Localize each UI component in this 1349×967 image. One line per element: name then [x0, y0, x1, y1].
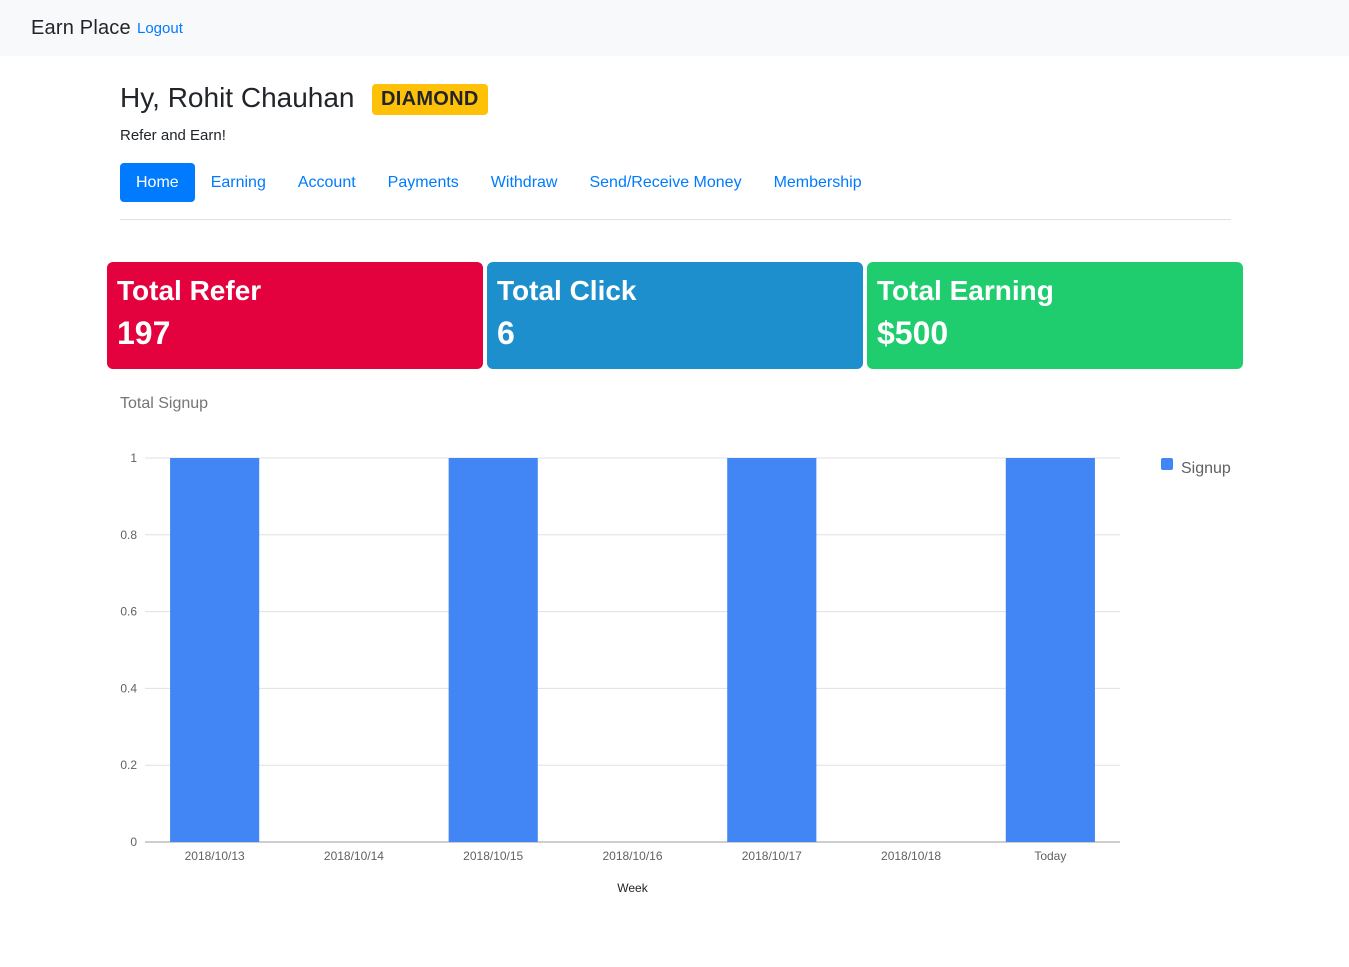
x-tick-label: 2018/10/18 — [881, 849, 941, 863]
tab-withdraw[interactable]: Withdraw — [490, 174, 558, 191]
card-label: Total Click — [497, 275, 637, 306]
bar — [727, 458, 817, 842]
membership-badge: DIAMOND — [372, 84, 488, 115]
x-tick-label: 2018/10/16 — [602, 849, 662, 863]
total-refer-card: Total Refer 197 — [107, 262, 483, 369]
x-tick-label: 2018/10/15 — [463, 849, 523, 863]
bar — [448, 458, 538, 842]
tab-earning[interactable]: Earning — [210, 174, 266, 191]
card-value: 197 — [117, 315, 171, 351]
chart-title: Total Signup — [120, 395, 209, 412]
y-tick-label: 0.4 — [120, 681, 137, 695]
legend-swatch — [1161, 458, 1173, 470]
brand-logo-text[interactable]: Earn Place — [31, 17, 131, 39]
tab-payments[interactable]: Payments — [387, 174, 459, 191]
card-value: $500 — [877, 315, 949, 351]
page-subtitle: Refer and Earn! — [120, 127, 226, 144]
bar — [170, 458, 260, 842]
x-tick-label: Today — [1034, 849, 1066, 863]
y-tick-label: 1 — [130, 451, 137, 465]
x-tick-label: 2018/10/17 — [742, 849, 802, 863]
legend-label: Signup — [1181, 460, 1231, 477]
main-nav-tabs: Home Earning Account Payments Withdraw S… — [120, 163, 878, 202]
y-tick-label: 0.6 — [120, 605, 137, 619]
tab-account[interactable]: Account — [297, 174, 356, 191]
x-tick-label: 2018/10/14 — [324, 849, 384, 863]
card-value: 6 — [497, 315, 515, 351]
logout-link[interactable]: Logout — [137, 20, 183, 37]
y-tick-label: 0 — [130, 835, 137, 849]
y-tick-label: 0.8 — [120, 528, 137, 542]
page-title: Hy, Rohit Chauhan — [120, 82, 355, 113]
tab-home[interactable]: Home — [120, 163, 195, 202]
bar — [1005, 458, 1095, 842]
signup-bar-chart: 0 0.2 0.4 0.6 0.8 1 2018/10/13 2018/10/14 2018/1… — [120, 451, 1231, 895]
card-label: Total Earning — [877, 275, 1054, 306]
x-tick-label: 2018/10/13 — [185, 849, 245, 863]
total-click-card: Total Click 6 — [487, 262, 863, 369]
divider — [120, 219, 1231, 220]
x-axis-title: Week — [617, 881, 648, 895]
card-label: Total Refer — [117, 275, 262, 306]
tab-send-receive-money[interactable]: Send/Receive Money — [589, 174, 742, 191]
navbar: Earn Place Logout — [0, 0, 1349, 56]
tab-membership[interactable]: Membership — [773, 174, 862, 191]
total-earning-card: Total Earning $500 — [867, 262, 1243, 369]
y-tick-label: 0.2 — [120, 758, 137, 772]
